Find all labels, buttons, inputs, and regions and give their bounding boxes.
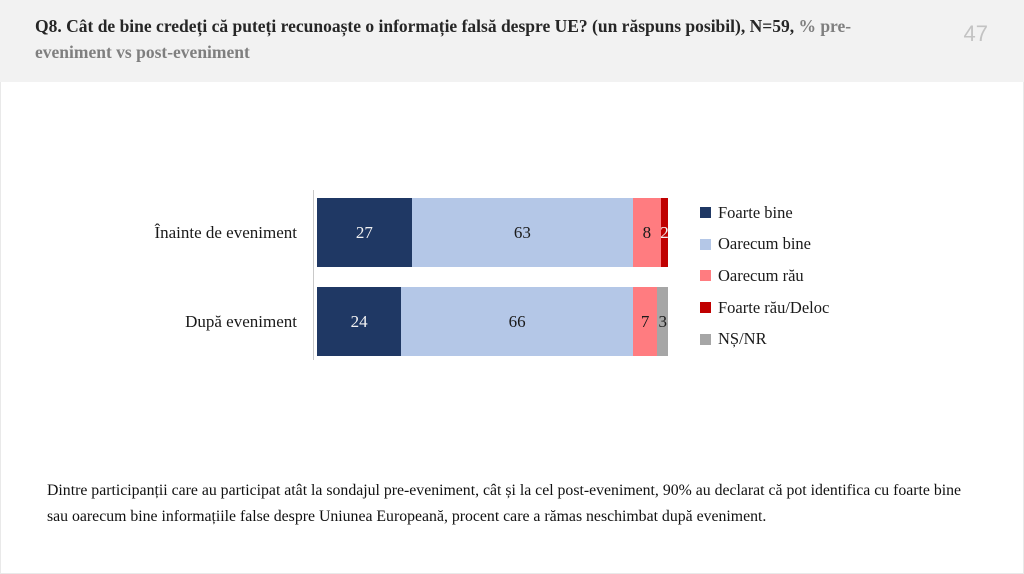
bar-segment: 7 [632, 287, 658, 356]
bar-segment: 63 [411, 198, 633, 267]
bar-value-label: 3 [658, 312, 667, 331]
question-title-subtitle: % pre-eveniment vs post-eveniment [35, 16, 852, 62]
legend-item: NȘ/NR [700, 323, 829, 355]
bar-value-label: 27 [355, 223, 373, 242]
slide-header: Q8. Cât de bine credeți că puteți recuno… [0, 0, 1024, 82]
category-label: După eveniment [185, 311, 297, 331]
legend-swatch [700, 238, 711, 250]
bar-segment: 66 [401, 287, 633, 356]
question-title: Q8. Cât de bine credeți că puteți recuno… [35, 13, 920, 65]
bar-row: 27 63 8 2 [317, 198, 669, 267]
bar-segment: 3 [657, 287, 668, 356]
legend-item: Oarecum rău [700, 260, 829, 292]
bar-segment: 2 [660, 198, 669, 267]
legend-label: Foarte bine [718, 202, 793, 222]
legend: Foarte bine Oarecum bine Oarecum rău Foarte… [700, 197, 829, 355]
legend-item: Foarte bine [700, 197, 829, 229]
bar-value-label: 2 [660, 223, 669, 242]
legend-item: Oarecum bine [700, 229, 829, 261]
bar-value-label: 7 [640, 312, 650, 331]
bar-row: 24 66 7 3 [317, 287, 668, 356]
bar-value-label: 24 [350, 312, 368, 331]
bar-value-label: 66 [508, 312, 526, 331]
question-title-main: Q8. Cât de bine credeți că puteți recuno… [35, 16, 795, 36]
legend-swatch [700, 333, 711, 345]
bar-segment: 8 [632, 198, 661, 267]
bar-value-label: 63 [513, 223, 531, 242]
legend-label: Oarecum rău [718, 265, 804, 285]
legend-swatch [700, 207, 711, 219]
legend-swatch [700, 302, 711, 314]
legend-label: Oarecum bine [718, 234, 811, 254]
legend-label: Foarte rău/Deloc [718, 297, 830, 317]
y-axis-line [313, 190, 314, 360]
page-number: 47 [963, 21, 988, 46]
legend-label: NȘ/NR [718, 329, 767, 349]
legend-swatch [700, 270, 711, 282]
category-label: Înainte de eveniment [154, 222, 297, 242]
legend-item: Foarte rău/Deloc [700, 292, 829, 324]
bar-value-label: 8 [642, 223, 652, 242]
bar-segment: 27 [317, 198, 412, 267]
footnote: Dintre participanții care au participat … [47, 482, 962, 525]
bar-segment: 24 [317, 287, 402, 356]
